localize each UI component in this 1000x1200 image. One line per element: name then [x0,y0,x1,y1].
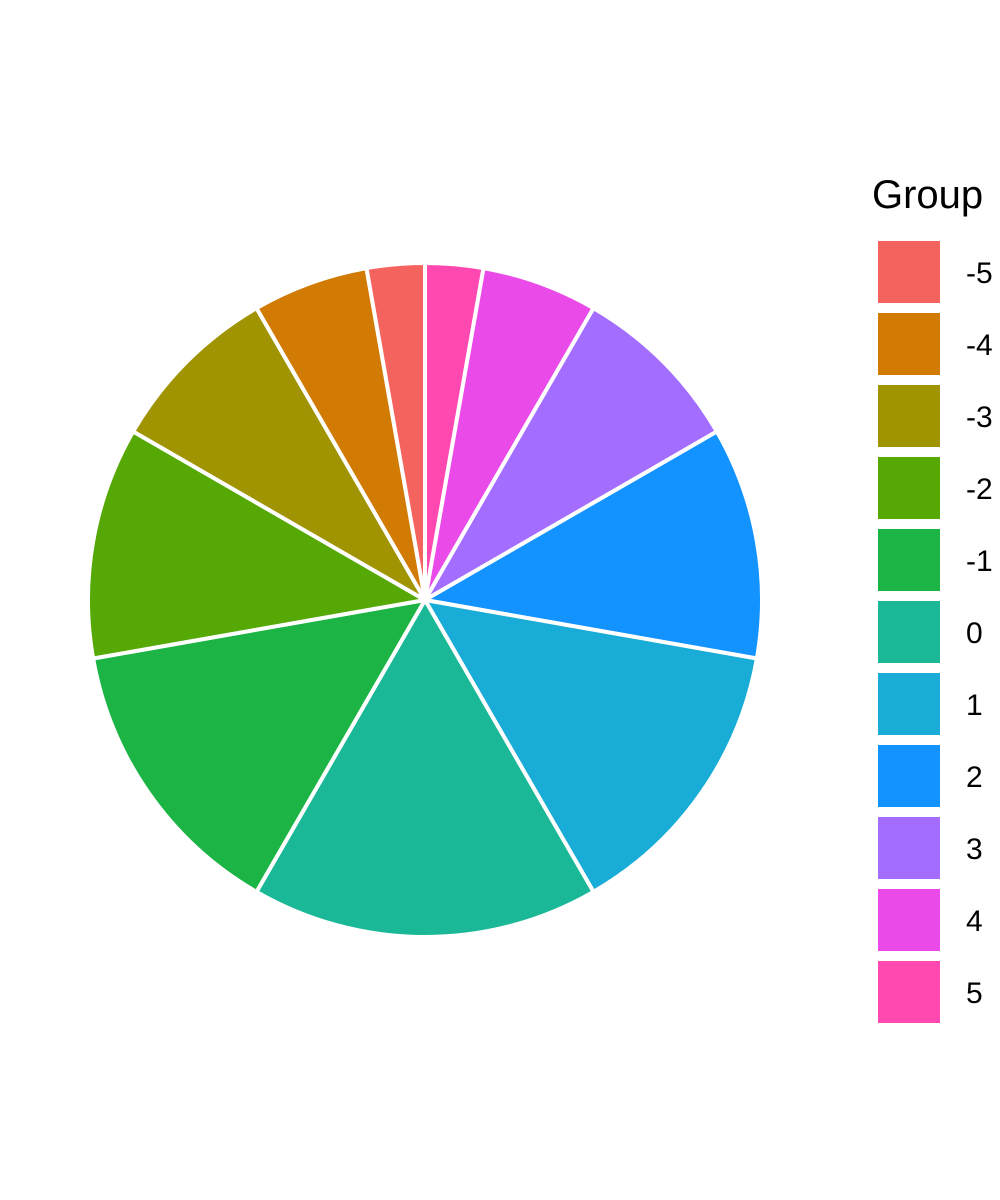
legend-label--5: -5 [966,257,993,290]
legend-key-2 [878,745,940,807]
legend-key--2 [878,457,940,519]
pie-slice--1 [91,598,427,894]
pie-slice-0 [254,598,596,939]
pie-slice-2 [423,429,764,661]
legend: Group -5 -4 -3 -2 -1 0 1 2 3 4 5 [872,173,993,1023]
legend-key--4 [878,313,940,375]
legend-key--3 [878,385,940,447]
legend-label-0: 0 [966,617,983,650]
pie-slice--3 [131,306,427,602]
legend-label--1: -1 [966,545,993,578]
legend-key-1 [878,673,940,735]
legend-key-3 [878,817,940,879]
pie-slices [86,261,764,939]
legend-key--5 [878,241,940,303]
legend-label--3: -3 [966,401,993,434]
legend-key-4 [878,889,940,951]
legend-label-4: 4 [966,905,983,938]
pie-slice-3 [423,306,719,602]
legend-key--1 [878,529,940,591]
legend-label-1: 1 [966,689,983,722]
pie-slice-1 [423,598,759,894]
legend-label--2: -2 [966,473,993,506]
legend-label-3: 3 [966,833,983,866]
pie-slice--2 [86,429,427,661]
legend-items: -5 -4 -3 -2 -1 0 1 2 3 4 5 [878,241,993,1023]
legend-key-5 [878,961,940,1023]
pie-slice--5 [364,261,427,602]
legend-label--4: -4 [966,329,993,362]
legend-key-0 [878,601,940,663]
legend-title: Group [872,173,983,217]
legend-label-2: 2 [966,761,983,794]
legend-label-5: 5 [966,977,983,1010]
